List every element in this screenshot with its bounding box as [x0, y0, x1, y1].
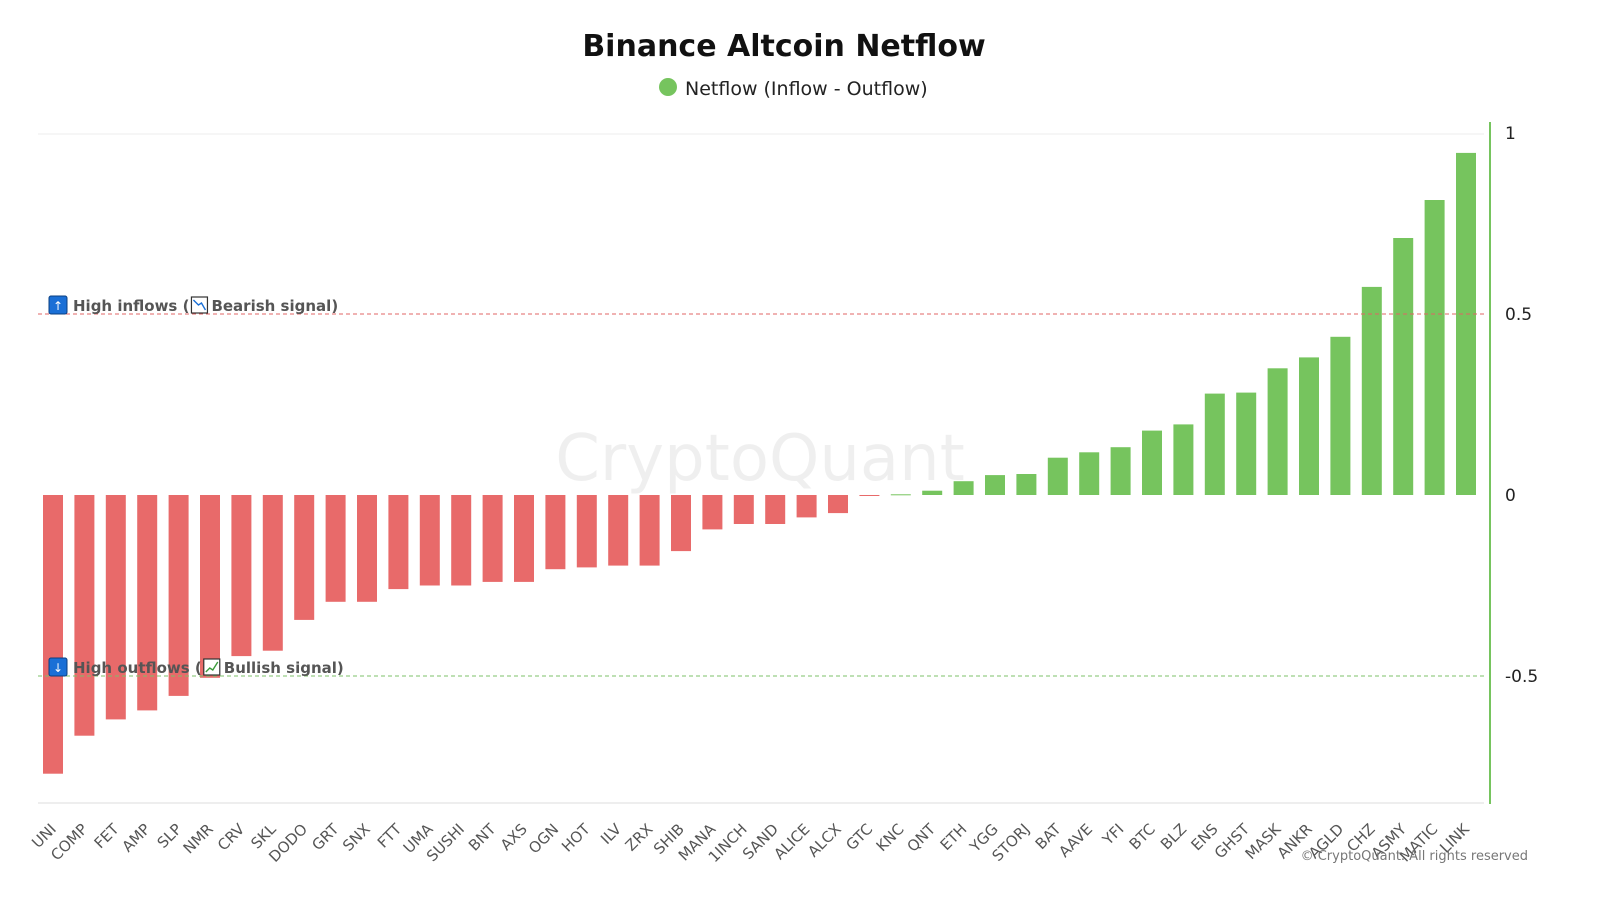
- bar-hot[interactable]: [576, 495, 597, 568]
- bar-alice[interactable]: [796, 495, 817, 518]
- annotation-label: High inflows (: [73, 297, 189, 315]
- y-tick-label: 1: [1505, 124, 1516, 144]
- x-tick-label: BLZ: [1157, 820, 1190, 853]
- arrow-up-icon: ↑: [48, 295, 68, 315]
- x-tick-label: AAVE: [1055, 820, 1096, 861]
- annotation-label: High outflows (: [73, 659, 202, 677]
- bar-amp[interactable]: [137, 495, 158, 711]
- bar-ftt[interactable]: [388, 495, 409, 590]
- x-tick-label: ZRX: [622, 820, 657, 855]
- legend-marker: [659, 78, 677, 96]
- bar-gtc[interactable]: [859, 495, 880, 496]
- chart-title: Binance Altcoin Netflow: [582, 29, 985, 64]
- x-tick-label: MASK: [1242, 819, 1286, 863]
- x-tick-label: KNC: [873, 820, 908, 855]
- bar-ogn[interactable]: [545, 495, 566, 570]
- bar-snx[interactable]: [357, 495, 377, 602]
- bar-comp[interactable]: [74, 495, 95, 736]
- y-axis-ticks: 1 0.5 0 -0.5: [1505, 124, 1538, 687]
- signal-label: Bearish signal): [211, 297, 338, 315]
- arrow-down-icon: ↓: [48, 657, 68, 677]
- x-tick-label: FET: [91, 820, 124, 853]
- watermark: CryptoQuant: [555, 422, 965, 496]
- bar-link[interactable]: [1456, 152, 1476, 495]
- bar-slp[interactable]: [168, 495, 189, 696]
- bar-alcx[interactable]: [828, 495, 848, 514]
- bar-uni[interactable]: [43, 495, 63, 774]
- x-tick-label: OGN: [525, 820, 562, 857]
- x-tick-label: SLP: [154, 820, 186, 852]
- bar-storj[interactable]: [1016, 474, 1037, 495]
- bar-chz[interactable]: [1361, 286, 1382, 495]
- x-tick-label: GTC: [842, 820, 876, 854]
- legend-label: Netflow (Inflow - Outflow): [685, 78, 928, 100]
- x-tick-label: QNT: [904, 820, 940, 856]
- bar-ankr[interactable]: [1299, 357, 1319, 495]
- bar-aave[interactable]: [1079, 452, 1100, 495]
- bar-grt[interactable]: [325, 495, 346, 602]
- x-tick-label: SNX: [339, 820, 374, 855]
- svg-text:↓: ↓: [53, 661, 63, 675]
- bars: [43, 152, 1476, 774]
- x-tick-label: ALCX: [804, 820, 845, 861]
- bar-nmr[interactable]: [200, 495, 220, 678]
- bar-agld[interactable]: [1330, 336, 1351, 495]
- bar-knc[interactable]: [890, 494, 911, 496]
- bar-ilv[interactable]: [608, 495, 629, 566]
- x-tick-label: CRV: [214, 820, 249, 855]
- x-tick-label: ETH: [937, 820, 971, 854]
- bar-skl[interactable]: [262, 495, 283, 651]
- x-tick-label: ILV: [597, 820, 625, 848]
- x-tick-label: NMR: [180, 820, 217, 857]
- bearish-chart-icon: [190, 296, 209, 314]
- svg-text:↑: ↑: [53, 299, 63, 313]
- bar-uma[interactable]: [419, 495, 440, 586]
- bar-fet[interactable]: [105, 495, 126, 720]
- bar-blz[interactable]: [1173, 424, 1194, 495]
- bar-mana[interactable]: [702, 495, 723, 530]
- bar-ygg[interactable]: [985, 475, 1005, 495]
- signal-label: Bullish signal): [224, 659, 344, 677]
- bar-axs[interactable]: [514, 495, 534, 582]
- y-tick-label: 0: [1505, 486, 1516, 506]
- x-tick-label: BTC: [1126, 820, 1159, 853]
- x-tick-label: AMP: [118, 820, 154, 856]
- bar-btc[interactable]: [1142, 430, 1162, 495]
- bar-asmy[interactable]: [1393, 238, 1414, 495]
- bar-ghst[interactable]: [1236, 392, 1257, 495]
- x-tick-label: BNT: [465, 820, 500, 855]
- bullish-chart-icon: [203, 658, 221, 676]
- x-tick-label: GRT: [308, 820, 343, 855]
- reference-lines: ↑ High inflows ( Bearish signal) ↓ High outf…: [38, 295, 1484, 677]
- bar-1inch[interactable]: [733, 495, 754, 524]
- bar-eth[interactable]: [953, 481, 974, 495]
- y-tick-label: -0.5: [1505, 667, 1538, 687]
- x-tick-label: YFI: [1098, 820, 1127, 849]
- bar-bat[interactable]: [1047, 457, 1068, 495]
- bar-bnt[interactable]: [482, 495, 503, 582]
- bar-shib[interactable]: [671, 495, 691, 552]
- bar-yfi[interactable]: [1110, 447, 1131, 495]
- bar-matic[interactable]: [1424, 200, 1445, 495]
- bar-qnt[interactable]: [922, 490, 943, 495]
- x-tick-label: HOT: [558, 820, 594, 856]
- bar-crv[interactable]: [231, 495, 252, 657]
- bar-sand[interactable]: [765, 495, 786, 524]
- bar-mask[interactable]: [1267, 368, 1288, 495]
- x-tick-label: ALICE: [770, 820, 813, 863]
- y-tick-label: 0.5: [1505, 305, 1532, 325]
- legend[interactable]: Netflow (Inflow - Outflow): [659, 78, 928, 100]
- bar-dodo[interactable]: [294, 495, 315, 620]
- x-tick-label: COMP: [47, 820, 91, 864]
- x-tick-label: AXS: [497, 820, 531, 854]
- copyright: © CryptoQuant. All rights reserved: [1301, 849, 1528, 864]
- bar-ens[interactable]: [1204, 393, 1225, 495]
- bar-sushi[interactable]: [451, 495, 472, 586]
- bar-zrx[interactable]: [639, 495, 660, 566]
